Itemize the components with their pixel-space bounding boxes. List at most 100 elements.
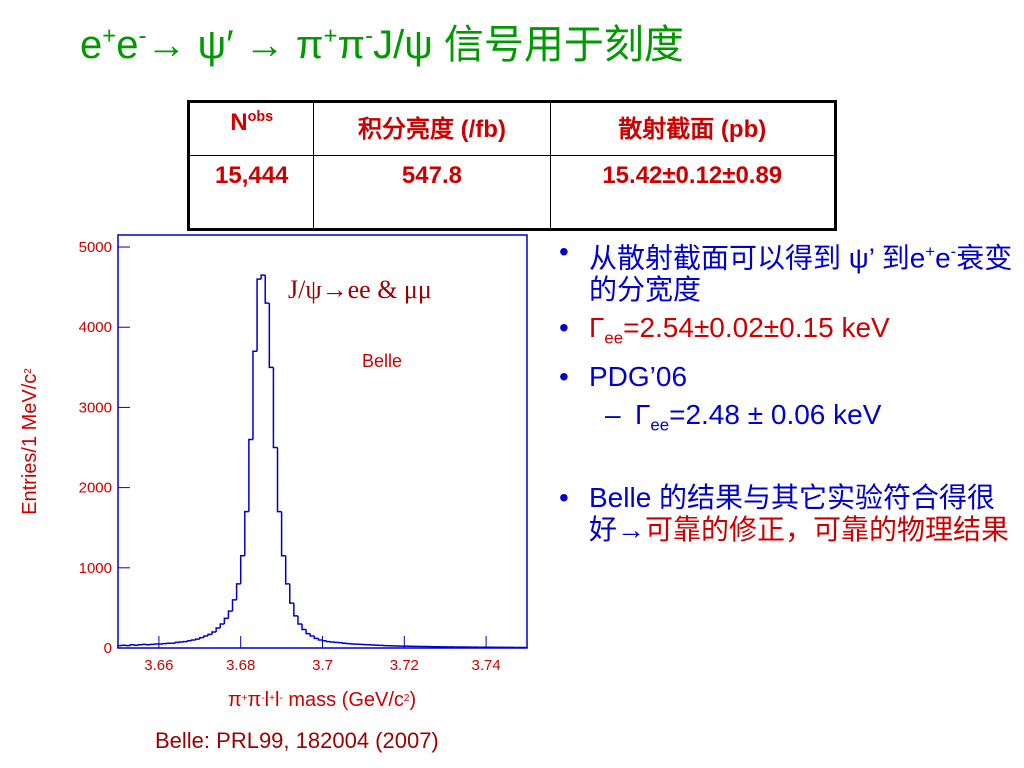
text-segment: Entries/1 MeV/c [19, 374, 41, 515]
text-segment: 可靠的修正，可靠的物理结果 [645, 513, 1010, 545]
x-tick-label: 3.74 [471, 657, 500, 674]
text-segment: 从散射截面可以得到 ψ’ 到e [589, 242, 926, 274]
histogram-bin [194, 638, 200, 640]
text-segment: → ψ′ → π [146, 23, 324, 67]
y-axis-label: Entries/1 MeV/c2 [19, 368, 41, 515]
text-segment: - [950, 242, 957, 261]
chart: 0 1000 2000 3000 4000 5000 3.66 3.68 3.7 3.72 3.74… [19, 234, 528, 711]
bullet: Γee=2.54±0.02±0.15 keV [555, 312, 1015, 355]
reference: Belle: PRL99, 182004 (2007) [155, 728, 439, 753]
text-segment: ee [604, 328, 624, 348]
histogram-bin [256, 278, 262, 352]
bullet: PDG’06 [555, 361, 1015, 393]
histogram-bin [174, 641, 180, 644]
histogram-bin [231, 599, 237, 612]
bullet: Belle 的结果与其它实验符合得很好→可靠的修正，可靠的物理结果 [555, 482, 1015, 546]
results-table: Nobs 积分亮度 (/fb) 散射截面 (pb) 15,444 547.8 15.42… [187, 100, 837, 231]
table-cell: 15.42±0.12±0.89 [549, 155, 836, 230]
text-segment: e [935, 242, 951, 274]
histogram-bin [522, 646, 528, 649]
table-cell: 15,444 [187, 155, 315, 230]
text-segment: - [138, 22, 147, 50]
x-tick-label: 3.66 [144, 657, 173, 674]
histogram-bin [272, 367, 278, 449]
text-segment: J/ψ 信号用于刻度 [373, 23, 684, 67]
text-segment: e [80, 23, 103, 67]
histogram-bin [309, 633, 315, 637]
histogram-bin [264, 275, 270, 304]
histogram-bin [293, 603, 298, 617]
x-tick-label: 3.72 [390, 657, 419, 674]
annotation: J/ψ→ee & μμ [288, 275, 432, 304]
text-segment: 衰变的分宽度 [589, 242, 1013, 306]
text-segment: + [925, 242, 936, 261]
annotation: Belle [362, 351, 402, 371]
text-segment: 2 [404, 693, 410, 704]
text-segment: π [228, 689, 242, 711]
histogram-bin [268, 303, 274, 369]
text-segment: obs [247, 109, 274, 125]
histogram-bin [215, 627, 221, 632]
histogram-bin [280, 511, 286, 557]
text-segment: ee [650, 415, 670, 435]
histogram-bin [235, 583, 241, 600]
histogram-bin [219, 623, 225, 628]
histogram-bin [276, 447, 282, 513]
histogram-bin [313, 635, 319, 640]
y-tick-label: 5000 [79, 239, 112, 256]
histogram-bin [129, 644, 135, 646]
histogram-bin [203, 635, 208, 638]
text-segment: Belle 的结果与其它实验符合得很好→ [589, 481, 996, 545]
y-tick-label: 4000 [79, 319, 112, 336]
table-cell: 547.8 [313, 155, 551, 230]
text-segment: =2.54±0.02±0.15 keV [623, 312, 890, 344]
histogram-bin [244, 510, 249, 556]
text-segment: - [261, 693, 264, 704]
text-segment: Γ [589, 312, 605, 344]
x-tick-label: 3.68 [226, 657, 255, 674]
x-tick-label: 3.7 [312, 657, 333, 674]
text-segment: - [279, 693, 282, 704]
text-segment: N [230, 109, 248, 136]
histogram-bin [227, 610, 233, 619]
text-segment: - [365, 22, 374, 50]
histogram-bin [223, 617, 229, 624]
histogram-bin [186, 640, 192, 642]
table-header: 散射截面 (pb) [549, 101, 836, 156]
y-tick-label: 1000 [79, 560, 112, 577]
histogram-bin [289, 583, 294, 604]
text-segment: ) [409, 689, 416, 711]
histogram-bin [190, 639, 196, 641]
text-segment: 2 [23, 368, 34, 374]
histogram-bin [248, 438, 253, 512]
slide-title: e+e-→ ψ′ → π+π-J/ψ 信号用于刻度 [80, 12, 684, 70]
text-segment: π [337, 23, 366, 67]
y-tick-label: 2000 [79, 480, 112, 497]
text-segment: 散射截面 (pb) [618, 116, 767, 143]
histogram-bin [321, 639, 327, 642]
text-segment: + [323, 22, 338, 50]
histogram-bin [211, 631, 217, 635]
text-segment: + [102, 22, 117, 50]
text-segment: π [248, 689, 262, 711]
bullet: 从散射截面可以得到 ψ’ 到e+e-衰变的分宽度 [555, 236, 1015, 306]
histogram-bin [305, 629, 311, 635]
histogram-bin [317, 638, 323, 641]
table-header: Nobs [187, 101, 315, 156]
histogram-bin [301, 623, 307, 631]
histogram-bin [207, 633, 213, 636]
y-tick-label: 0 [104, 640, 112, 657]
histogram-bin [325, 640, 331, 643]
table-header: 积分亮度 (/fb) [313, 101, 551, 156]
histogram-bin [199, 636, 204, 640]
bullet-list: 从散射截面可以得到 ψ’ 到e+e-衰变的分宽度Γee=2.54±0.02±0.… [555, 236, 1015, 552]
histogram-bin [117, 644, 123, 648]
text-segment: 积分亮度 (/fb) [357, 116, 506, 143]
text-segment: =2.48 ± 0.06 keV [669, 398, 882, 430]
text-segment: e [116, 23, 139, 67]
histogram-bin [239, 555, 245, 584]
bullet: Γee=2.48 ± 0.06 keV [555, 399, 1015, 442]
histogram-bin [252, 350, 258, 440]
y-tick-label: 3000 [79, 399, 112, 416]
